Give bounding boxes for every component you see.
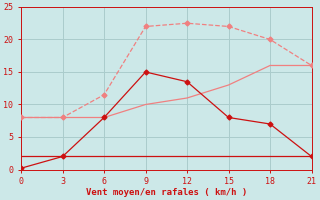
X-axis label: Vent moyen/en rafales ( km/h ): Vent moyen/en rafales ( km/h ) [86,188,247,197]
